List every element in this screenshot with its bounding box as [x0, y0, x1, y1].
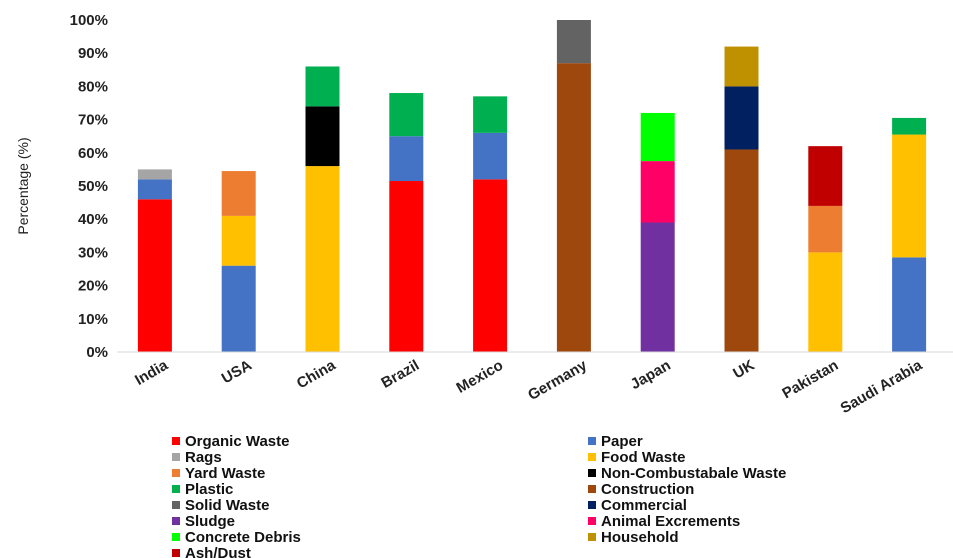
legend-swatch	[588, 517, 596, 525]
legend-swatch	[172, 517, 180, 525]
y-tick-label: 20%	[78, 278, 108, 295]
bar-segment	[305, 166, 340, 352]
bars	[137, 20, 927, 352]
bar-segment	[389, 181, 424, 352]
bar-segment	[724, 149, 759, 352]
y-tick-label: 70%	[78, 112, 108, 129]
bar-segment	[137, 199, 172, 352]
legend-swatch	[172, 533, 180, 541]
legend-label: Yard Waste	[185, 465, 265, 482]
x-tick-label: China	[294, 356, 339, 392]
x-tick-label: UK	[730, 357, 757, 383]
x-tick-label: Brazil	[378, 357, 422, 392]
bar-segment	[808, 205, 843, 253]
y-axis-label: Percentage (%)	[15, 137, 31, 234]
legend-label: Organic Waste	[185, 433, 289, 450]
legend-label: Household	[601, 529, 679, 546]
bar-segment	[389, 136, 424, 182]
bar-segment	[892, 257, 927, 352]
y-axis-ticks: 0% 10% 20% 30% 40% 50% 60% 70% 80% 90% 100%	[70, 12, 108, 361]
bar-segment	[137, 179, 172, 200]
category-labels: India USA China Brazil Mexico Germany Japan UK P…	[132, 356, 926, 417]
bar-segment	[556, 20, 591, 64]
x-tick-label: Pakistan	[779, 357, 841, 403]
bar-segment	[473, 132, 508, 180]
x-tick-label: Saudi Arabia	[838, 356, 926, 417]
legend-label: Concrete Debris	[185, 529, 301, 546]
legend-label: Solid Waste	[185, 497, 269, 514]
x-tick-label: USA	[219, 357, 255, 388]
bar-segment	[808, 252, 843, 352]
legend-swatch	[172, 469, 180, 477]
bar-segment	[808, 146, 843, 206]
legend-label: Paper	[601, 433, 643, 450]
legend-label: Construction	[601, 481, 694, 498]
bar-segment	[724, 46, 759, 87]
legend-swatch	[172, 453, 180, 461]
legend-label: Food Waste	[601, 449, 685, 466]
legend-label: Animal Excrements	[601, 513, 740, 530]
legend-label: Rags	[185, 449, 222, 466]
y-tick-label: 90%	[78, 45, 108, 62]
y-tick-label: 50%	[78, 178, 108, 195]
y-tick-label: 60%	[78, 145, 108, 162]
legend-swatch	[588, 469, 596, 477]
legend: Organic Waste Paper Rags Food Waste Yard Was…	[172, 433, 786, 558]
legend-swatch	[172, 485, 180, 493]
y-tick-label: 0%	[86, 344, 108, 361]
legend-swatch	[172, 437, 180, 445]
legend-swatch	[588, 533, 596, 541]
legend-label: Sludge	[185, 513, 235, 530]
bar-segment	[640, 161, 675, 223]
legend-swatch	[588, 437, 596, 445]
y-tick-label: 80%	[78, 78, 108, 95]
legend-label: Ash/Dust	[185, 545, 251, 558]
x-tick-label: Germany	[525, 356, 590, 404]
bar-segment	[892, 134, 927, 258]
bar-segment	[389, 93, 424, 137]
x-tick-label: Japan	[628, 357, 674, 393]
legend-swatch	[588, 501, 596, 509]
legend-swatch	[588, 453, 596, 461]
y-tick-label: 40%	[78, 211, 108, 228]
legend-label: Plastic	[185, 481, 233, 498]
bar-segment	[892, 117, 927, 135]
x-tick-label: India	[132, 356, 171, 389]
bar-segment	[473, 179, 508, 352]
legend-label: Commercial	[601, 497, 687, 514]
bar-segment	[305, 66, 340, 107]
y-tick-label: 30%	[78, 244, 108, 261]
bar-segment	[137, 169, 172, 180]
bar-segment	[221, 265, 256, 352]
bar-segment	[640, 222, 675, 352]
bar-segment	[640, 112, 675, 162]
y-tick-label: 100%	[70, 12, 108, 29]
x-tick-label: Mexico	[454, 357, 507, 397]
y-tick-label: 10%	[78, 311, 108, 328]
bar-segment	[556, 63, 591, 352]
bar-segment	[724, 86, 759, 150]
legend-swatch	[172, 501, 180, 509]
legend-label: Non-Combustabale Waste	[601, 465, 786, 482]
legend-swatch	[172, 549, 180, 557]
bar-segment	[473, 96, 508, 133]
bar-segment	[221, 215, 256, 266]
legend-swatch	[588, 485, 596, 493]
bar-segment	[305, 106, 340, 167]
bar-segment	[221, 171, 256, 216]
